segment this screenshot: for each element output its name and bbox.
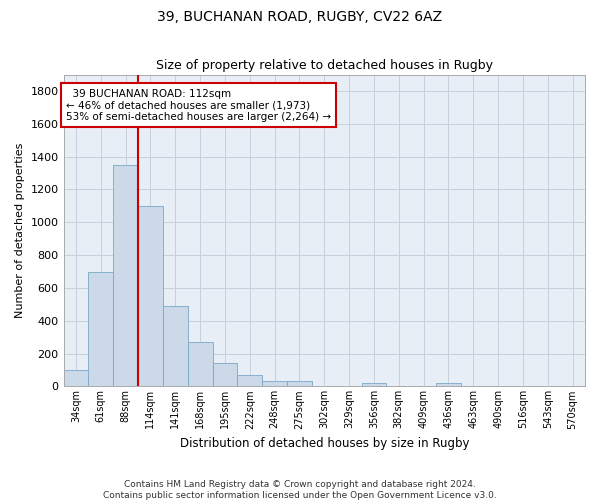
Text: 39 BUCHANAN ROAD: 112sqm
← 46% of detached houses are smaller (1,973)
53% of sem: 39 BUCHANAN ROAD: 112sqm ← 46% of detach… [66, 88, 331, 122]
Text: Contains HM Land Registry data © Crown copyright and database right 2024.
Contai: Contains HM Land Registry data © Crown c… [103, 480, 497, 500]
Bar [287, 380, 312, 386]
Bar [212, 364, 238, 386]
Title: Size of property relative to detached houses in Rugby: Size of property relative to detached ho… [156, 59, 493, 72]
Bar [64, 370, 88, 386]
Bar [88, 272, 113, 386]
Text: 39, BUCHANAN ROAD, RUGBY, CV22 6AZ: 39, BUCHANAN ROAD, RUGBY, CV22 6AZ [157, 10, 443, 24]
Bar [163, 306, 188, 386]
Bar [436, 383, 461, 386]
Bar [188, 342, 212, 386]
Y-axis label: Number of detached properties: Number of detached properties [15, 143, 25, 318]
Bar [113, 165, 138, 386]
Bar [362, 383, 386, 386]
X-axis label: Distribution of detached houses by size in Rugby: Distribution of detached houses by size … [179, 437, 469, 450]
Bar [138, 206, 163, 386]
Bar [238, 375, 262, 386]
Bar [262, 380, 287, 386]
